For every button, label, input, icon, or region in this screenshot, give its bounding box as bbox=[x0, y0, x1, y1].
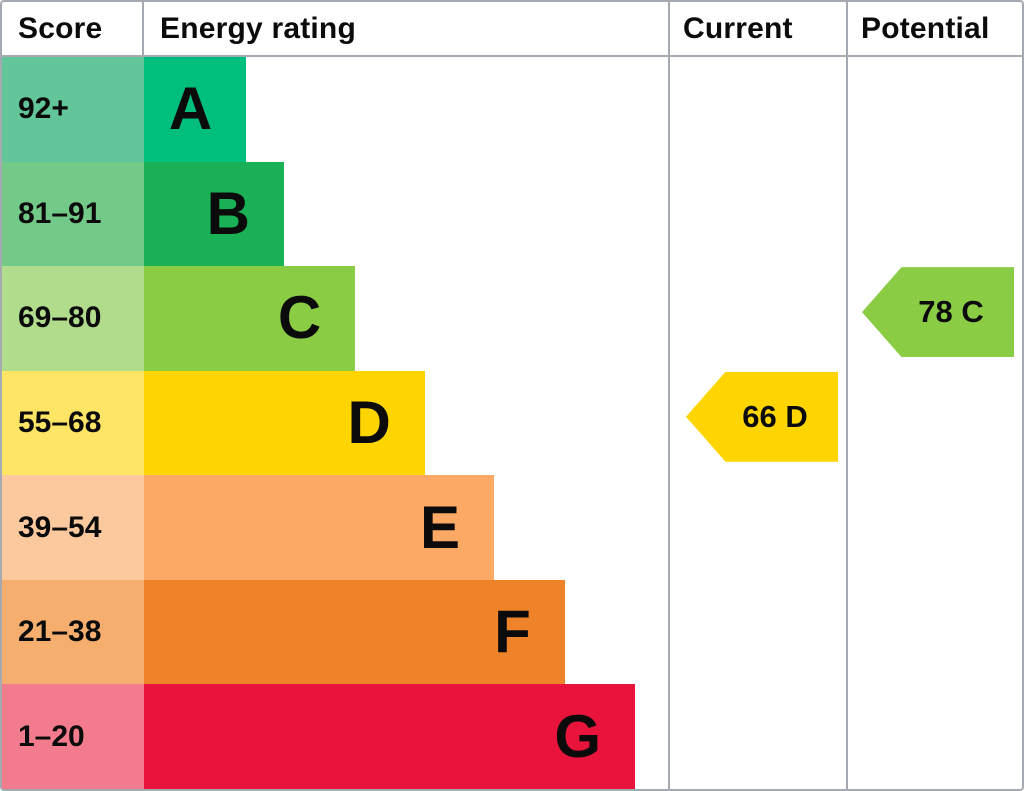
header-score: Score bbox=[2, 2, 144, 55]
score-range-b: 81–91 bbox=[2, 161, 144, 267]
band-letter-d: D bbox=[347, 389, 391, 457]
energy-track-a: A bbox=[144, 57, 668, 162]
band-letter-f: F bbox=[494, 598, 531, 666]
energy-band-bar-b: B bbox=[144, 161, 284, 267]
energy-band-bar-f: F bbox=[144, 579, 565, 685]
header-row: Score Energy rating Current Potential bbox=[2, 2, 1022, 57]
score-range-a: 92+ bbox=[2, 57, 144, 162]
band-letter-e: E bbox=[420, 493, 461, 561]
potential-rating-label: 78 C bbox=[918, 294, 984, 330]
band-letter-c: C bbox=[277, 284, 322, 352]
current-cell-a bbox=[668, 57, 846, 162]
score-range-c: 69–80 bbox=[2, 266, 144, 371]
potential-cell-b bbox=[846, 161, 1022, 267]
header-current: Current bbox=[668, 2, 846, 55]
band-row-f: 21–38 F bbox=[2, 579, 1022, 685]
energy-track-g: G bbox=[144, 684, 668, 789]
band-row-b: 81–91 B bbox=[2, 161, 1022, 267]
potential-cell-a bbox=[846, 57, 1022, 162]
energy-track-c: C bbox=[144, 266, 668, 371]
energy-track-b: B bbox=[144, 161, 668, 267]
score-range-f: 21–38 bbox=[2, 579, 144, 685]
header-potential: Potential bbox=[846, 2, 1022, 55]
band-letter-b: B bbox=[206, 179, 250, 247]
current-cell-e bbox=[668, 475, 846, 580]
energy-band-bar-d: D bbox=[144, 370, 425, 476]
energy-track-e: E bbox=[144, 475, 668, 580]
band-letter-a: A bbox=[168, 75, 213, 143]
energy-track-d: D bbox=[144, 370, 668, 476]
current-cell-c bbox=[668, 266, 846, 371]
energy-band-bar-g: G bbox=[144, 684, 635, 789]
score-range-g: 1–20 bbox=[2, 684, 144, 789]
potential-cell-g bbox=[846, 684, 1022, 789]
potential-cell-e bbox=[846, 475, 1022, 580]
potential-cell-f bbox=[846, 579, 1022, 685]
energy-band-bar-e: E bbox=[144, 475, 495, 580]
band-row-d: 55–68 D 66 D bbox=[2, 370, 1022, 476]
potential-rating-arrow: 78 C bbox=[862, 267, 1014, 358]
band-row-c: 69–80 C 78 C bbox=[2, 266, 1022, 371]
potential-cell-c: 78 C bbox=[846, 266, 1022, 371]
current-cell-g bbox=[668, 684, 846, 789]
current-cell-f bbox=[668, 579, 846, 685]
band-rows: 92+ A 81–91 B 69–80 C bbox=[2, 57, 1022, 789]
header-energy-rating: Energy rating bbox=[160, 11, 356, 45]
band-row-a: 92+ A bbox=[2, 57, 1022, 162]
energy-band-bar-a: A bbox=[144, 57, 247, 162]
band-row-e: 39–54 E bbox=[2, 475, 1022, 580]
energy-band-bar-c: C bbox=[144, 266, 356, 371]
score-range-d: 55–68 bbox=[2, 370, 144, 476]
band-row-g: 1–20 G bbox=[2, 684, 1022, 789]
energy-track-f: F bbox=[144, 579, 668, 685]
current-cell-d: 66 D bbox=[668, 370, 846, 476]
score-range-e: 39–54 bbox=[2, 475, 144, 580]
current-rating-label: 66 D bbox=[742, 398, 808, 434]
potential-cell-d bbox=[846, 370, 1022, 476]
current-rating-arrow: 66 D bbox=[686, 371, 838, 462]
band-letter-g: G bbox=[554, 702, 601, 770]
current-cell-b bbox=[668, 161, 846, 267]
